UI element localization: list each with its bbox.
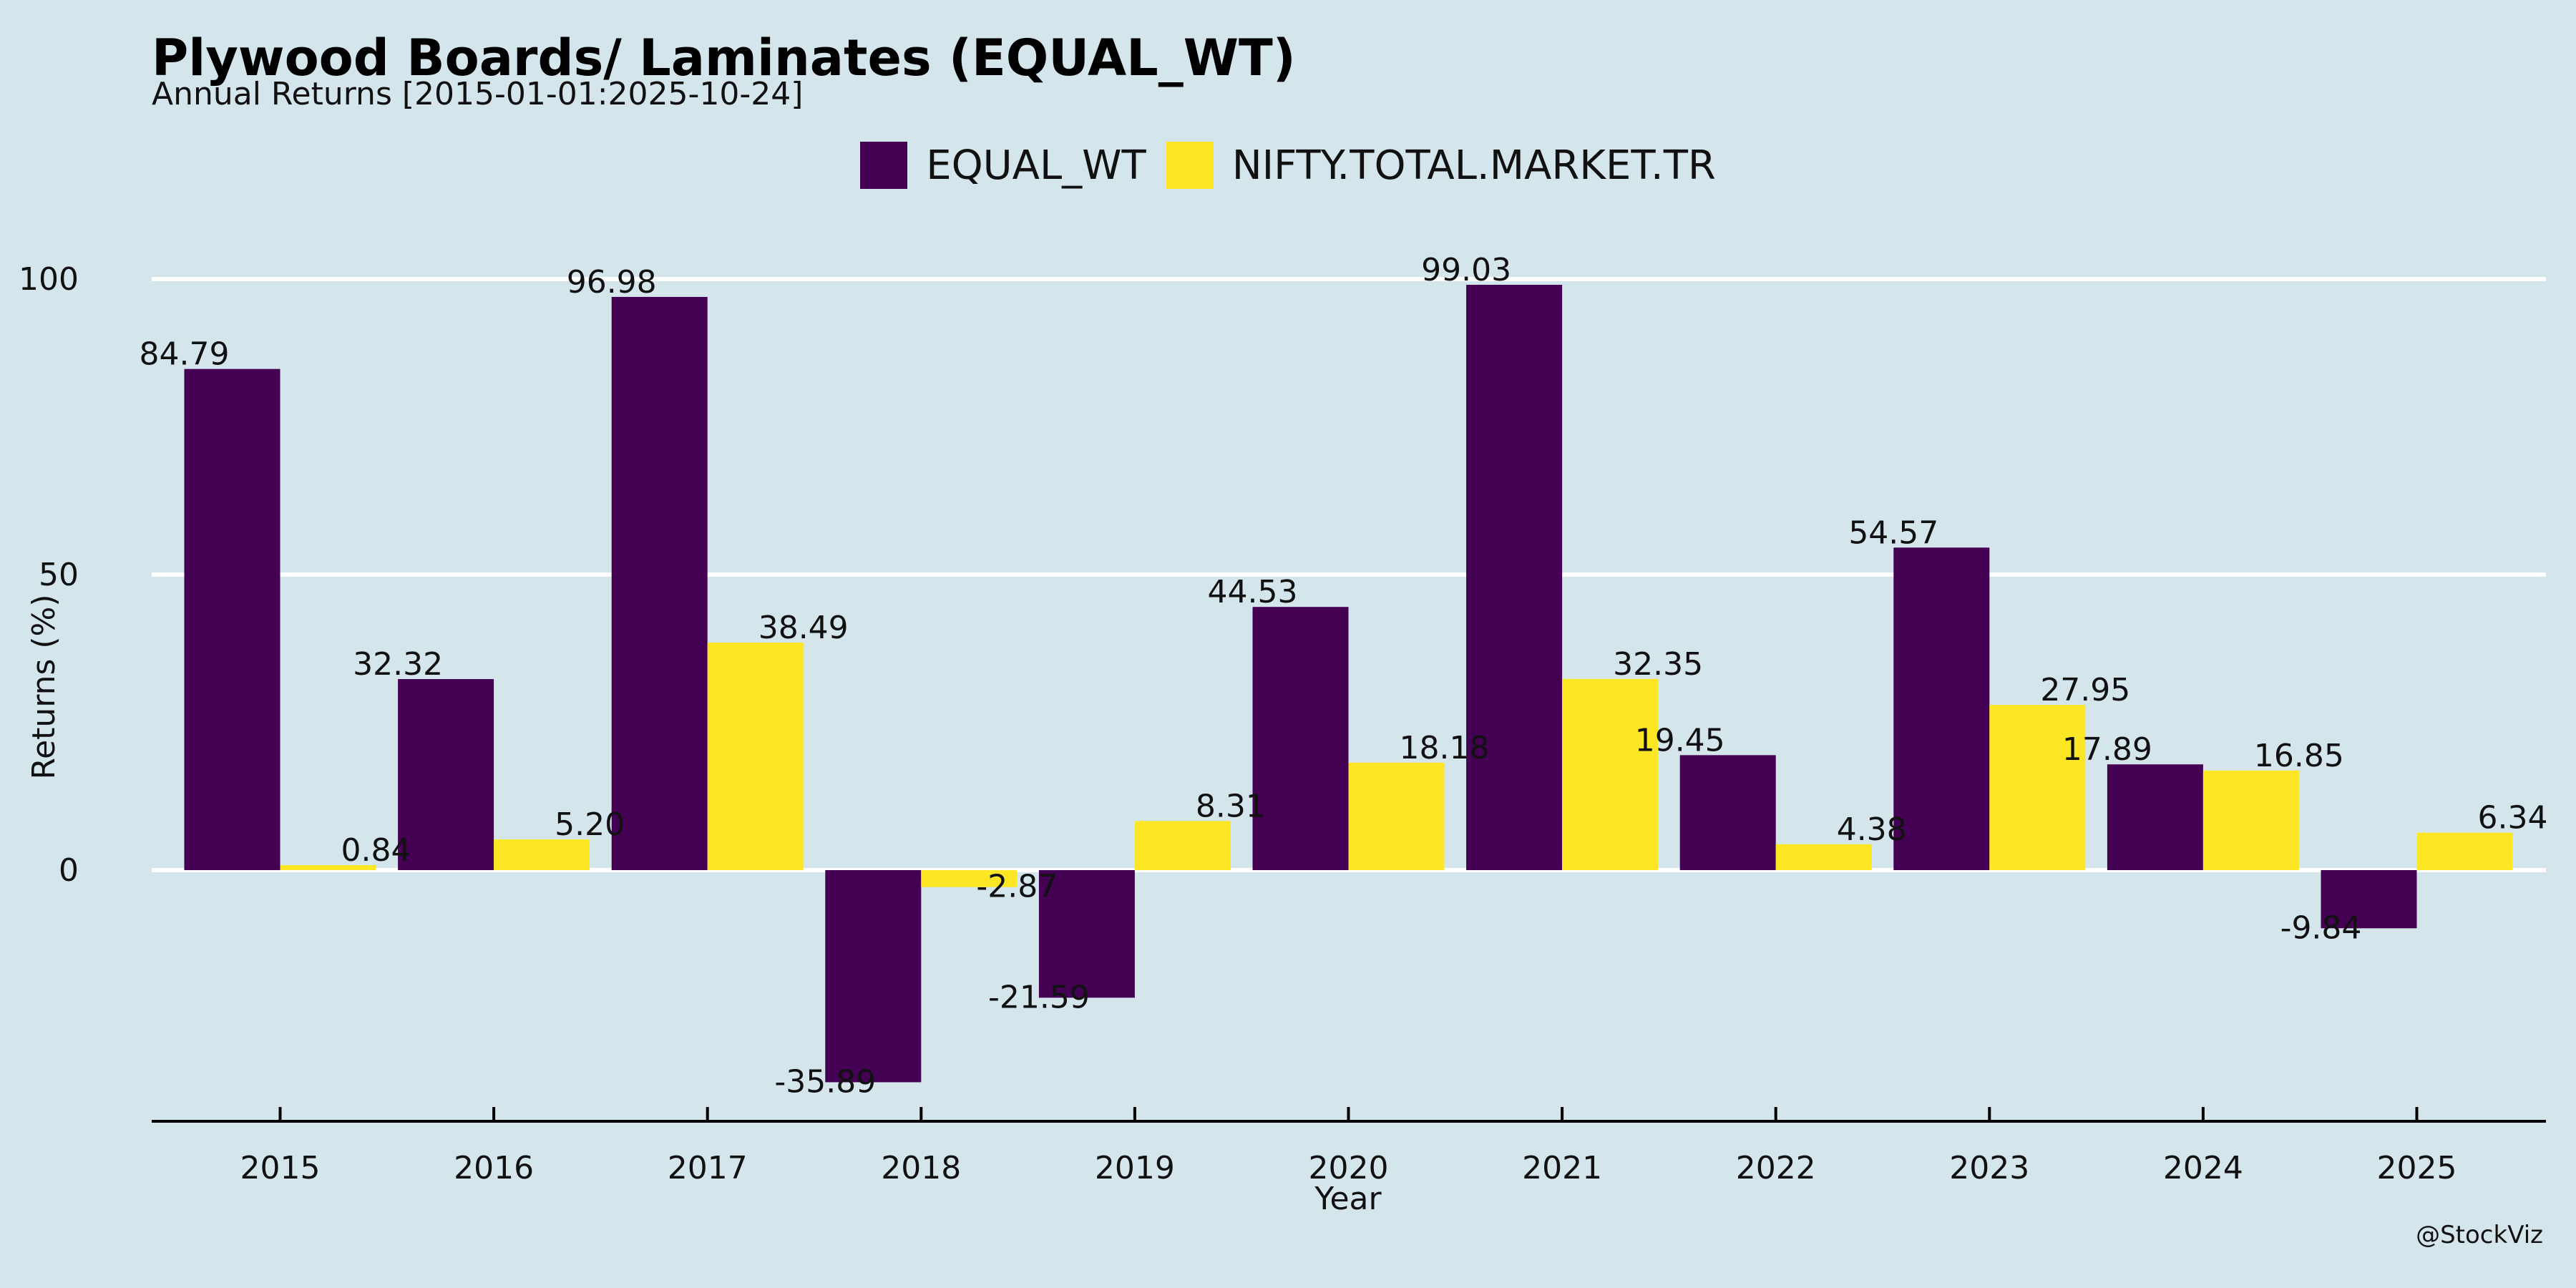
bar-nifty-2021 [1562, 678, 1659, 870]
y-tick-label: 100 [19, 261, 79, 298]
x-tick-label: 2024 [2163, 1150, 2243, 1186]
data-label: 38.49 [758, 610, 849, 646]
legend-swatch-nifty [1166, 142, 1214, 189]
legend-swatch-equal-wt [860, 142, 908, 189]
data-label: 99.03 [1421, 252, 1511, 288]
axes: 2015 2016 2017 2018 2019 2020 2021 2022 2023 2024… [152, 1107, 2546, 1186]
legend-label-nifty: NIFTY.TOTAL.MARKET.TR [1231, 142, 1716, 189]
bar-equal-wt-2016 [398, 679, 494, 870]
bar-nifty-2018 [921, 870, 1018, 887]
data-label: 96.98 [567, 264, 657, 301]
data-label: 6.34 [2478, 800, 2548, 836]
data-label: -21.59 [988, 979, 1090, 1015]
chart-subtitle: Annual Returns [2015-01-01:2025-10-24] [152, 76, 804, 112]
x-tick-label: 2016 [454, 1150, 534, 1186]
bar-equal-wt-2023 [1893, 547, 1990, 870]
chart-title: Plywood Boards/ Laminates (EQUAL_WT) [152, 29, 1296, 87]
data-label: 32.32 [353, 646, 443, 683]
legend-label-equal-wt: EQUAL_WT [926, 142, 1146, 189]
x-axis-label: Year [1314, 1181, 1382, 1217]
bar-nifty-2017 [707, 643, 804, 870]
bar-nifty-2025 [2416, 832, 2513, 870]
x-tick-label: 2020 [1309, 1150, 1389, 1186]
bar-nifty-2022 [1775, 844, 1872, 870]
bar-nifty-2023 [1989, 705, 2086, 870]
bar-equal-wt-2017 [611, 296, 708, 870]
y-tick-label: 0 [59, 852, 79, 889]
data-label: 84.79 [140, 336, 230, 373]
data-label: -9.84 [2280, 909, 2362, 946]
x-tick-label: 2015 [240, 1150, 321, 1186]
y-tick-label: 50 [39, 557, 79, 593]
x-tick-label: 2017 [668, 1150, 748, 1186]
y-axis-label: Returns (%) [26, 594, 62, 779]
bar-nifty-2024 [2202, 770, 2299, 870]
bar-equal-wt-2025 [2321, 870, 2417, 929]
x-tick-label: 2025 [2377, 1150, 2457, 1186]
data-label: 16.85 [2254, 738, 2344, 774]
x-tick-label: 2022 [1736, 1150, 1816, 1186]
bar-equal-wt-2024 [2107, 764, 2203, 870]
bar-equal-wt-2022 [1679, 755, 1776, 870]
data-label: 17.89 [2062, 731, 2152, 768]
bar-nifty-2016 [494, 839, 590, 870]
data-label: 19.45 [1635, 722, 1725, 758]
data-label: 0.84 [341, 832, 411, 869]
bar-nifty-2015 [280, 865, 376, 870]
bar-equal-wt-2018 [825, 870, 922, 1083]
data-label: -35.89 [774, 1063, 876, 1100]
data-labels: 84.79 0.84 32.32 5.20 96.98 38.49 -35.89 -2.87 -… [140, 252, 2548, 1100]
watermark: @StockViz [2416, 1221, 2543, 1249]
bar-equal-wt-2020 [1252, 607, 1349, 870]
bar-nifty-2019 [1134, 821, 1231, 870]
data-label: 32.35 [1613, 646, 1703, 683]
legend-item-nifty: NIFTY.TOTAL.MARKET.TR [1166, 142, 1716, 189]
bar-equal-wt-2019 [1038, 870, 1135, 998]
bars [184, 285, 2513, 1083]
bar-nifty-2020 [1348, 762, 1445, 870]
x-tick-label: 2021 [1522, 1150, 1602, 1186]
x-tick-label: 2023 [1949, 1150, 2029, 1186]
data-label: 18.18 [1400, 730, 1490, 766]
data-label: 27.95 [2040, 672, 2130, 708]
data-label: 8.31 [1196, 788, 1266, 824]
data-label: -2.87 [976, 869, 1058, 905]
bar-equal-wt-2021 [1466, 285, 1563, 870]
bar-equal-wt-2015 [184, 369, 280, 870]
legend: EQUAL_WT NIFTY.TOTAL.MARKET.TR [0, 142, 2576, 189]
x-tick-label: 2018 [881, 1150, 961, 1186]
x-tick-label: 2019 [1095, 1150, 1175, 1186]
legend-item-equal-wt: EQUAL_WT [860, 142, 1146, 189]
data-label: 54.57 [1848, 514, 1938, 551]
data-label: 44.53 [1208, 574, 1298, 610]
data-label: 4.38 [1837, 811, 1907, 848]
data-label: 5.20 [555, 806, 625, 843]
